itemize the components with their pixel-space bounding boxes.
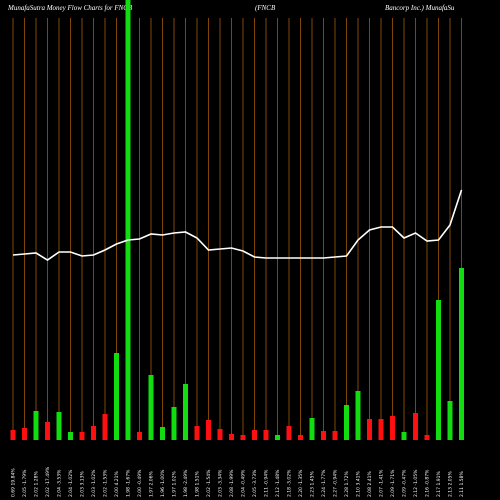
- x-tick-label: 2.07 -1.41%: [379, 469, 385, 497]
- x-tick-label: 2.05 -1.79%: [22, 469, 28, 497]
- bar: [459, 268, 464, 440]
- bar: [171, 407, 177, 440]
- bar: [321, 431, 326, 440]
- bar: [240, 435, 246, 440]
- chart-title: (FNCB: [255, 4, 276, 12]
- bar: [148, 375, 154, 440]
- bar: [275, 435, 280, 440]
- x-tick-label: 1.97 2.06%: [149, 471, 155, 497]
- chart-title: Bancorp Inc.) MunafaSu: [385, 4, 455, 12]
- bar: [436, 300, 441, 440]
- bar: [252, 430, 257, 440]
- bar: [137, 432, 142, 440]
- bar: [424, 435, 430, 440]
- bar: [413, 413, 418, 440]
- bar: [56, 412, 62, 440]
- bar: [33, 411, 39, 440]
- x-tick-label: 2.08 2.41%: [367, 471, 373, 497]
- bar: [378, 419, 384, 440]
- x-tick-label: 2.02 -17.49%: [45, 466, 51, 497]
- x-tick-label: 2.20 -1.35%: [298, 469, 304, 497]
- x-tick-label: 2.16 -0.87%: [425, 469, 431, 497]
- bar: [355, 391, 361, 440]
- bar: [390, 416, 395, 440]
- bar: [217, 429, 223, 440]
- x-tick-label: 2.03 3.13%: [80, 471, 86, 497]
- x-tick-label: 2.27 -0.94%: [333, 469, 339, 497]
- bar: [344, 405, 349, 440]
- bar: [102, 414, 108, 440]
- bar: [183, 384, 188, 440]
- x-tick-label: 2.00 -0.49%: [137, 469, 143, 497]
- x-tick-label: 2.02 1.28%: [34, 471, 40, 497]
- bar: [22, 428, 27, 440]
- x-tick-label: 2.02 -1.53%: [103, 469, 109, 497]
- bar: [367, 419, 372, 440]
- line: [12, 189, 463, 261]
- bar: [91, 426, 96, 440]
- x-tick-label: 1.98 1.51%: [195, 471, 201, 497]
- chart-title: MunafaSutra Money Flow Charts for FNCB: [7, 4, 133, 12]
- x-tick-label: 2.09 -1.71%: [390, 469, 396, 497]
- bar: [263, 430, 269, 440]
- bar: [10, 430, 16, 440]
- bar: [298, 435, 303, 440]
- x-tick-label: 2.03 -3.34%: [218, 469, 224, 497]
- bar: [45, 422, 50, 440]
- bar: [206, 420, 211, 440]
- x-tick-label: 0.69 19.84%: [11, 468, 17, 497]
- bar: [160, 427, 165, 440]
- bar: [79, 432, 85, 440]
- x-tick-label: 2.18 -3.02%: [287, 469, 293, 497]
- bar: [114, 353, 119, 440]
- x-tick-label: 2.12 -1.48%: [275, 469, 281, 497]
- bar: [309, 418, 315, 440]
- bar: [229, 434, 234, 440]
- x-tick-label: 2.10 3.41%: [356, 471, 362, 497]
- x-tick-label: 2.12 -1.05%: [413, 469, 419, 497]
- bar: [447, 401, 453, 440]
- x-tick-label: 2.23 1.45%: [310, 471, 316, 497]
- bar: [286, 426, 292, 440]
- x-tick-label: 2.08 -1.99%: [229, 469, 235, 497]
- bar: [332, 431, 338, 440]
- x-tick-label: 1.98 -1.67%: [126, 469, 132, 497]
- x-tick-label: 2.03 -1.02%: [91, 469, 97, 497]
- x-tick-label: 2.04 -3.53%: [57, 469, 63, 497]
- x-tick-label: 2.05 -3.73%: [252, 469, 258, 497]
- x-tick-label: 2.24 -1.77%: [321, 469, 327, 497]
- x-tick-label: 2.17 1.91%: [436, 471, 442, 497]
- x-tick-label: 2.02 -1.54%: [206, 469, 212, 497]
- x-tick-label: 2.28 1.72%: [344, 471, 350, 497]
- x-tick-label: 2.11 1.58%: [459, 471, 465, 497]
- x-tick-label: 1.97 1.02%: [172, 471, 178, 497]
- x-tick-label: 1.98 -2.49%: [183, 469, 189, 497]
- x-tick-label: 2.04 -0.49%: [241, 469, 247, 497]
- bar: [401, 432, 407, 440]
- x-tick-label: 2.04 -1.02%: [68, 469, 74, 497]
- bar: [68, 432, 73, 440]
- x-tick-label: 2.11 -0.94%: [264, 469, 270, 497]
- x-tick-label: 2.13 2.05%: [448, 471, 454, 497]
- bar: [194, 426, 200, 440]
- bar: [125, 0, 131, 440]
- x-tick-label: 1.96 -1.00%: [160, 469, 166, 497]
- x-tick-label: 2.00 4.21%: [114, 471, 120, 497]
- x-tick-label: 2.09 -0.47%: [402, 469, 408, 497]
